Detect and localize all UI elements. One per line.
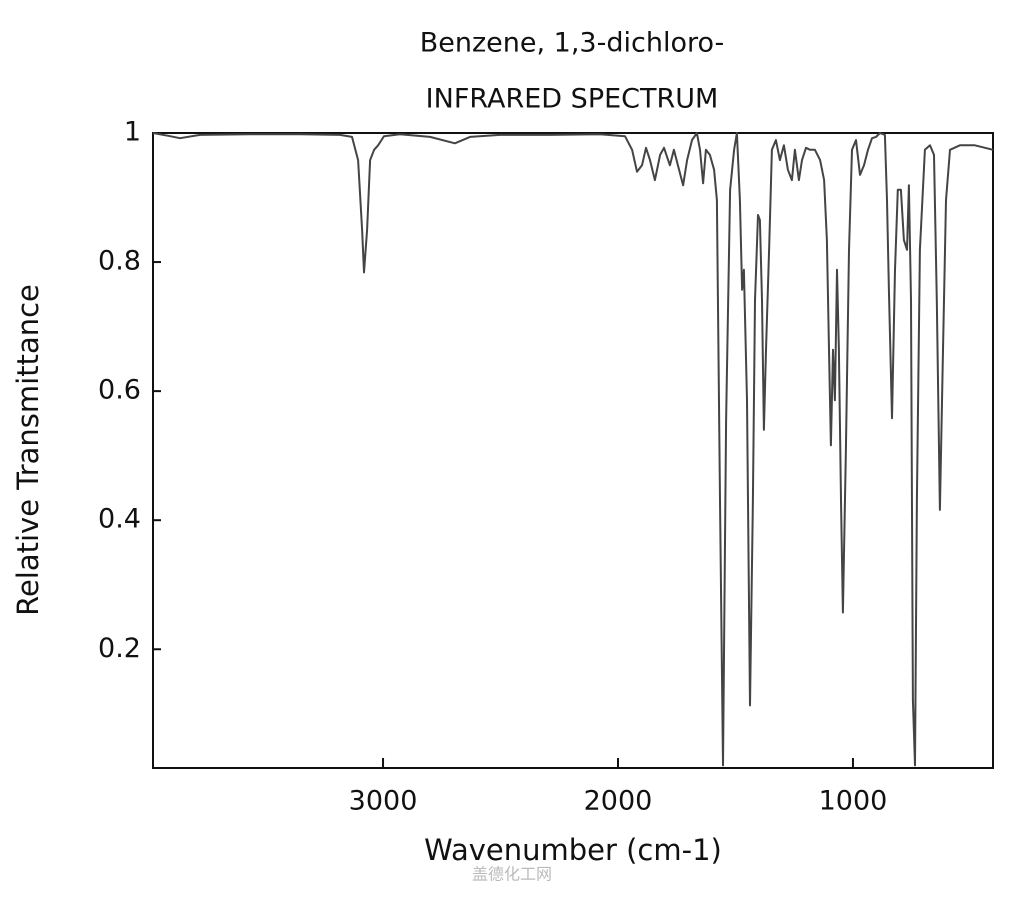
y-tick-label: 0.2: [98, 633, 141, 664]
x-tick-label: 2000: [584, 786, 653, 817]
y-tick-label: 0.8: [98, 246, 141, 277]
x-tick-label: 3000: [349, 786, 418, 817]
y-axis-label: Relative Transmittance: [11, 284, 45, 616]
chart-subtitle: INFRARED SPECTRUM: [426, 84, 719, 115]
y-tick-label: 1: [124, 117, 141, 148]
spectrum-line: [152, 132, 994, 767]
chart-title: Benzene, 1,3-dichloro-: [420, 28, 725, 59]
y-tick-label: 0.6: [98, 375, 141, 406]
plot-frame: [152, 132, 994, 769]
y-tick-label: 0.4: [98, 504, 141, 535]
x-tick-label: 1000: [819, 786, 888, 817]
watermark: 盖德化工网: [472, 865, 552, 884]
x-axis-label: Wavenumber (cm-1): [424, 833, 722, 867]
